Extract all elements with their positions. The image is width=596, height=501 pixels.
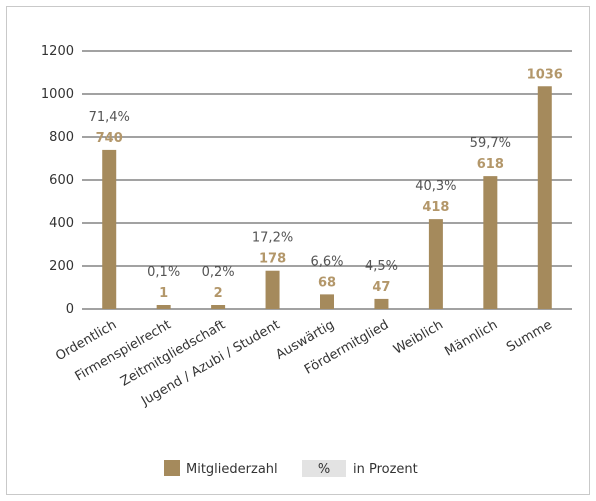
legend-label-mitgliederzahl: Mitgliederzahl (186, 462, 278, 477)
y-tick-label-800: 800 (49, 130, 74, 145)
data-labels: 740 71,4% 1 0,1% 2 0,2% 178 17,2% 68 6,6% 47 4,5% 41… (89, 67, 563, 301)
value-label-4: 68 (318, 275, 336, 290)
percent-label-1: 0,1% (147, 265, 180, 280)
legend: Mitgliederzahl % in Prozent (164, 460, 418, 477)
y-tick-label-400: 400 (49, 216, 74, 231)
value-label-3: 178 (259, 252, 286, 267)
value-label-6: 418 (422, 200, 449, 215)
value-label-7: 618 (477, 157, 504, 172)
percent-label-6: 40,3% (415, 179, 456, 194)
legend-swatch-percent-symbol: % (318, 462, 330, 477)
percent-label-4: 6,6% (310, 254, 343, 269)
y-tick-label-0: 0 (66, 302, 74, 317)
legend-label-in-prozent: in Prozent (353, 462, 418, 477)
legend-swatch-percent (302, 460, 346, 477)
y-tick-label-1000: 1000 (41, 87, 74, 102)
y-tick-label-1200: 1200 (41, 44, 74, 59)
value-label-2: 2 (214, 286, 223, 301)
y-axis: 0 200 400 600 800 1000 1200 (41, 44, 74, 317)
bar-1 (156, 305, 171, 309)
bar-2 (211, 305, 226, 309)
percent-label-2: 0,2% (202, 265, 235, 280)
bar-8 (537, 86, 552, 309)
bar-5 (374, 298, 389, 309)
x-tick-label-7: Männlich (442, 317, 500, 359)
legend-swatch-mitgliederzahl (164, 460, 180, 476)
bar-0 (102, 149, 117, 309)
bar-7 (483, 176, 498, 309)
value-label-8: 1036 (527, 67, 563, 82)
bar-3 (265, 270, 280, 309)
bar-4 (320, 294, 334, 309)
percent-label-3: 17,2% (252, 231, 293, 246)
percent-label-5: 4,5% (365, 259, 398, 274)
value-label-0: 740 (96, 131, 123, 146)
y-tick-label-200: 200 (49, 259, 74, 274)
percent-label-7: 59,7% (470, 136, 511, 151)
percent-label-0: 71,4% (89, 110, 130, 125)
value-label-5: 47 (372, 280, 390, 295)
x-axis: OrdentlichFirmenspielrechtZeitmitgliedsc… (53, 317, 555, 409)
x-tick-label-6: Weiblich (391, 317, 446, 357)
x-tick-label-8: Summe (504, 317, 555, 355)
bar-6 (428, 219, 443, 309)
bars (102, 86, 552, 309)
y-tick-label-600: 600 (49, 173, 74, 188)
value-label-1: 1 (159, 286, 168, 301)
